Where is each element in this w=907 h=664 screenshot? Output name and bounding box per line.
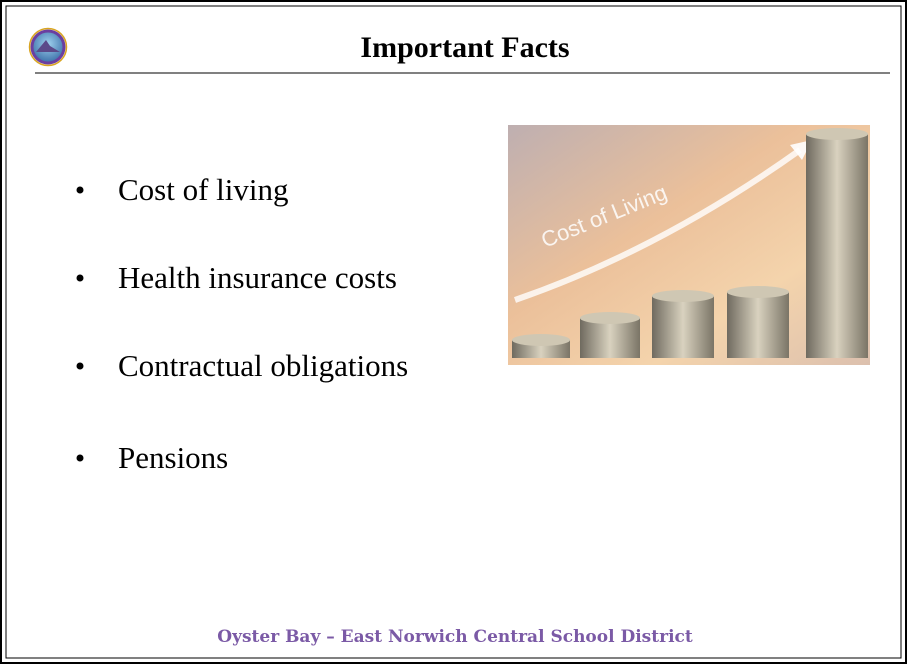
cost-of-living-image: Cost of Living bbox=[508, 125, 870, 365]
bullet-text: Health insurance costs bbox=[118, 260, 397, 295]
bullet-dot bbox=[77, 455, 84, 462]
footer-text: Oyster Bay – East Norwich Central School… bbox=[217, 627, 693, 647]
bullet-text: Cost of living bbox=[118, 172, 289, 207]
bullet-text: Contractual obligations bbox=[118, 348, 408, 383]
slide: Important Facts Cost of living Health ins… bbox=[0, 0, 907, 664]
bullet-dot bbox=[77, 187, 84, 194]
bullet-list: Cost of living Health insurance costs Cont… bbox=[77, 172, 409, 475]
slide-title: Important Facts bbox=[360, 31, 569, 64]
bullet-text: Pensions bbox=[118, 440, 228, 475]
page: Important Facts Cost of living Health ins… bbox=[0, 0, 907, 664]
bullet-dot bbox=[77, 275, 84, 282]
bullet-dot bbox=[77, 363, 84, 370]
logo bbox=[30, 29, 67, 66]
